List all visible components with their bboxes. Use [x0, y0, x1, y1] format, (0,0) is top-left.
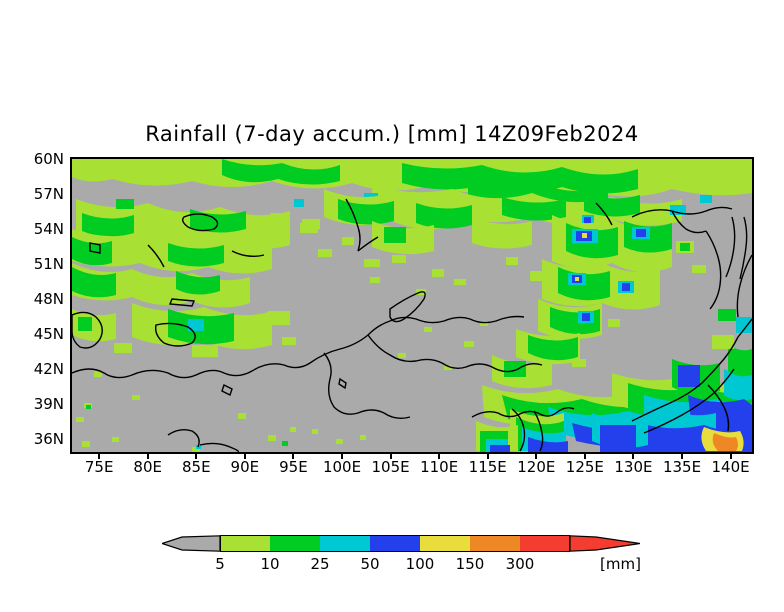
colorbar-swatch: [320, 535, 370, 552]
latitude-tick-label: 48N: [33, 289, 64, 308]
latitude-tick-label: 57N: [33, 184, 64, 203]
longitude-tick-label: 140E: [711, 458, 750, 476]
colorbar-under-arrow: [162, 535, 220, 552]
longitude-tick-mark: [389, 452, 392, 459]
colorbar-blocks: [220, 535, 570, 552]
longitude-tick-label: 115E: [468, 458, 507, 476]
colorbar-tick-label: 300: [505, 555, 535, 573]
longitude-tick-mark: [535, 452, 538, 459]
precip-central-siberia: [270, 189, 570, 295]
longitude-tick-mark: [729, 452, 732, 459]
longitude-tick-label: 135E: [662, 458, 702, 476]
colorbar-swatch: [470, 535, 520, 552]
latitude-tick-label: 39N: [33, 394, 64, 413]
latitude-tick-label: 54N: [33, 219, 64, 238]
longitude-tick-mark: [195, 452, 198, 459]
longitude-tick-label: 85E: [181, 458, 211, 476]
longitude-tick-label: 125E: [565, 458, 604, 476]
longitude-axis: 75E 80E 85E 90E 95E 100E 105E 110E 115E 120E 125E 1…: [70, 452, 750, 482]
colorbar-tick-label: 5: [215, 555, 225, 573]
longitude-tick-mark: [486, 452, 489, 459]
longitude-tick-label: 90E: [230, 458, 260, 476]
latitude-tick-label: 36N: [33, 429, 64, 448]
longitude-tick-label: 80E: [133, 458, 162, 476]
latitude-tick-label: 42N: [33, 359, 64, 378]
longitude-tick-label: 130E: [614, 458, 653, 476]
colorbar-units-label: [mm]: [600, 555, 641, 573]
precip-band-north: [72, 159, 752, 226]
longitude-tick-mark: [632, 452, 635, 459]
precip-japan: [592, 309, 752, 452]
colorbar-legend: [mm] 5 10 25 50 100 150 300: [150, 528, 650, 578]
precip-amur-cells: [492, 215, 706, 389]
colorbar-swatch: [520, 535, 570, 552]
longitude-tick-mark: [292, 452, 295, 459]
colorbar-swatch: [420, 535, 470, 552]
colorbar-tick-label: 100: [405, 555, 435, 573]
longitude-tick-mark: [146, 452, 149, 459]
latitude-tick-label: 45N: [33, 324, 64, 343]
latitude-axis: 60N 57N 54N 51N 48N 45N 42N 39N 36N: [12, 150, 84, 450]
precip-scattered-small: [76, 321, 488, 452]
longitude-tick-label: 105E: [371, 458, 410, 476]
colorbar-tick-label: 10: [260, 555, 280, 573]
longitude-tick-mark: [98, 452, 101, 459]
longitude-tick-label: 75E: [84, 458, 114, 476]
longitude-tick-label: 95E: [279, 458, 308, 476]
longitude-tick-label: 120E: [517, 458, 556, 476]
longitude-tick-mark: [583, 452, 586, 459]
coastline-overlay: [72, 198, 752, 452]
page-title: Rainfall (7-day accum.) [mm] 14Z09Feb202…: [145, 122, 639, 146]
longitude-tick-mark: [681, 452, 683, 459]
longitude-tick-label: 100E: [322, 458, 362, 476]
rainfall-raster: [72, 159, 752, 452]
colorbar-swatch: [370, 535, 420, 552]
longitude-tick-mark: [341, 452, 343, 459]
longitude-tick-mark: [243, 452, 246, 459]
longitude-tick-mark: [438, 452, 441, 459]
longitude-tick-label: 110E: [420, 458, 459, 476]
colorbar-tick-label: 150: [455, 555, 485, 573]
latitude-tick-label: 51N: [33, 254, 64, 273]
precip-west-siberia: [72, 199, 444, 357]
colorbar-tick-label: 50: [360, 555, 380, 573]
colorbar-tick-label: 25: [310, 555, 330, 573]
colorbar-swatch: [270, 535, 320, 552]
colorbar-over-arrow: [570, 535, 640, 552]
latitude-tick-label: 60N: [33, 150, 64, 168]
colorbar-swatch: [220, 535, 270, 552]
map-plot-area: [70, 157, 754, 454]
